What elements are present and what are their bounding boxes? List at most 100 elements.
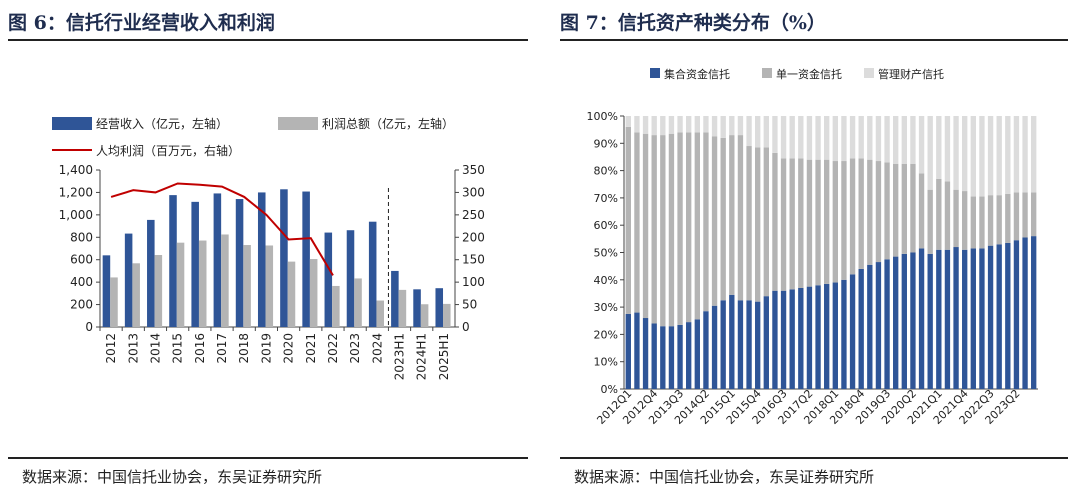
bar-revenue: [257, 192, 266, 327]
bar-segment-single: [901, 163, 907, 254]
x-tick-label: 2012: [104, 333, 118, 364]
bar-segment-collective: [694, 319, 700, 389]
bar-segment-property: [901, 116, 907, 164]
bar-profit: [176, 242, 185, 327]
x-tick-label: 2024H1: [415, 333, 429, 380]
bar-segment-single: [944, 181, 951, 250]
line-per-capita-profit: [110, 182, 334, 276]
y-tick-label: 80%: [594, 165, 618, 178]
bar-segment-collective: [634, 312, 640, 389]
legend-swatch-property: [864, 68, 874, 78]
bar-segment-single: [962, 191, 968, 250]
bar-segment-single: [979, 196, 985, 249]
bar-profit: [243, 245, 251, 327]
bar-segment-property: [1022, 116, 1028, 193]
y-right-tick-label: 250: [462, 208, 485, 222]
bar-segment-single: [927, 189, 933, 254]
bar-segment-collective: [841, 279, 847, 389]
bar-segment-property: [953, 116, 959, 190]
bar-profit: [287, 261, 296, 327]
bar-segment-single: [815, 159, 821, 286]
legend-label-single: 单一资金信托: [776, 67, 842, 81]
x-tick-label: 2023H1: [393, 333, 407, 380]
revenue-profit-chart: 经营收入（亿元，左轴） 利润总额（亿元，左轴） 人均利润（百万元，右轴） 0 200 40…: [52, 116, 485, 380]
chart-title-right: 图 7：信托资产种类分布（%）: [560, 12, 826, 34]
bar-segment-single: [711, 136, 718, 306]
bar-segment-property: [858, 116, 864, 159]
bar-segment-property: [780, 116, 787, 159]
bar-segment-single: [763, 147, 769, 297]
bar-segment-collective: [910, 252, 916, 389]
legend-label-property: 管理财产信托: [878, 67, 944, 81]
bar-segment-property: [668, 116, 675, 134]
bar-segment-single: [1031, 192, 1037, 237]
bar-segment-collective: [936, 249, 942, 389]
y-tick-label: 70%: [594, 192, 618, 205]
bar-segment-property: [806, 116, 813, 160]
x-tick-label: 2023: [348, 333, 362, 364]
y-left-tick-label: 400: [70, 275, 93, 289]
bar-segment-property: [772, 116, 778, 153]
bar-segment-single: [970, 196, 976, 249]
bar-segment-collective: [901, 253, 907, 389]
bar-segment-property: [936, 116, 942, 179]
x-tick-label: 2022: [326, 333, 340, 364]
bar-segment-property: [686, 116, 692, 133]
bar-segment-collective: [703, 311, 709, 389]
bar-revenue: [413, 289, 421, 327]
bar-segment-single: [824, 159, 830, 284]
bar-segment-collective: [763, 296, 769, 389]
bar-segment-property: [625, 116, 631, 127]
bar-segment-single: [703, 132, 709, 312]
legend-swatch-collective: [650, 68, 660, 78]
y-tick-label: 100%: [587, 110, 618, 123]
bar-segment-property: [996, 116, 1002, 196]
y-right-tick-label: 150: [462, 253, 485, 267]
bar-segment-single: [936, 178, 942, 250]
bar-segment-collective: [1005, 242, 1011, 389]
bar-profit: [110, 277, 118, 327]
bar-segment-collective: [668, 326, 675, 389]
legend-swatch-single: [762, 68, 772, 78]
bar-segment-property: [824, 116, 830, 160]
bar-segment-collective: [815, 285, 821, 389]
bar-revenue: [435, 288, 444, 327]
legend-label-revenue: 经营收入（亿元，左轴）: [96, 116, 228, 131]
bar-segment-property: [634, 116, 640, 133]
bar-segment-property: [815, 116, 821, 160]
chart-panel-left: 图 6：信托行业经营收入和利润 经营收入（亿元，左轴） 利润总额（亿元，左轴） 人均…: [8, 12, 528, 486]
bar-revenue: [213, 193, 222, 327]
x-tick-label: 2021: [304, 333, 318, 364]
bar-profit: [398, 289, 407, 327]
source-note-right: 数据来源：中国信托业协会，东吴证券研究所: [574, 468, 875, 486]
y-left-tick-label: 1,200: [59, 185, 93, 199]
bar-segment-property: [737, 116, 744, 136]
legend-label-profit: 利润总额（亿元，左轴）: [322, 116, 454, 131]
bar-segment-collective: [893, 256, 899, 389]
bar-segment-property: [694, 116, 700, 133]
chart-title-left: 图 6：信托行业经营收入和利润: [8, 12, 275, 34]
bar-segment-collective: [970, 248, 976, 389]
bar-segment-property: [642, 116, 649, 134]
x-tick-label: 2024: [370, 333, 384, 364]
bar-profit: [198, 240, 207, 327]
bar-segment-collective: [875, 262, 882, 389]
bar-segment-single: [1005, 193, 1011, 243]
bar-revenue: [235, 199, 244, 327]
title-rule-left: [8, 39, 528, 41]
bar-segment-single: [755, 147, 761, 302]
bar-segment-collective: [927, 253, 933, 389]
bar-segment-collective: [798, 287, 804, 389]
bar-profit: [154, 255, 163, 327]
y-tick-label: 60%: [594, 219, 618, 232]
bar-segment-collective: [737, 300, 744, 389]
bar-segment-property: [875, 116, 882, 162]
bar-revenue: [391, 270, 399, 327]
bar-segment-property: [979, 116, 985, 197]
bar-segment-collective: [858, 268, 864, 389]
bar-segment-property: [755, 116, 761, 148]
bar-segment-property: [832, 116, 838, 162]
x-tick-label: 2015: [171, 333, 185, 364]
bar-segment-single: [634, 132, 640, 313]
title-rule-right: [560, 39, 1068, 41]
